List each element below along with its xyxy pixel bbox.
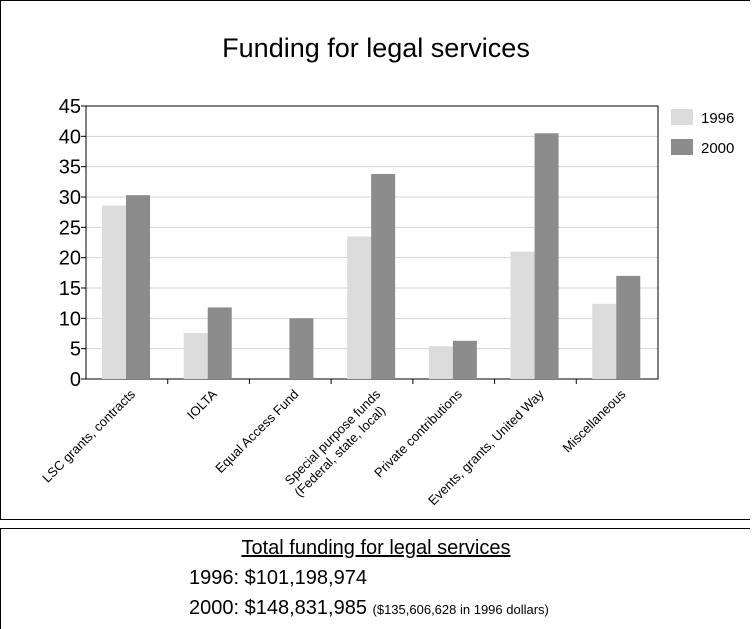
totals-2000: 2000: $148,831,985 ($135,606,628 in 1996… — [189, 597, 549, 620]
bar-2000 — [616, 275, 641, 379]
legend-swatch-2000 — [671, 139, 693, 155]
chart-panel: Funding for legal services 0 5 10 15 20 25 30 35… — [0, 0, 750, 520]
bar-2000 — [534, 133, 559, 379]
y-tick-label: 35 — [59, 157, 81, 179]
y-tick-label: 25 — [59, 217, 81, 239]
bar-1996 — [510, 251, 535, 379]
y-tick-label: 40 — [59, 126, 81, 148]
y-tick-label: 10 — [59, 308, 81, 330]
bar-1996 — [102, 205, 126, 379]
x-tick-label: Special purpose funds(Federal, state, lo… — [281, 386, 395, 500]
bar-1996 — [183, 332, 208, 379]
y-tick-label: 45 — [59, 96, 81, 118]
bar-2000 — [207, 307, 232, 379]
bar-2000 — [126, 195, 150, 379]
x-tick-label: Miscellaneous — [560, 386, 629, 455]
x-tick-label: Equal Access Fund — [212, 387, 301, 476]
x-tick-label: LSC grants, contracts — [39, 386, 138, 485]
bar-2000 — [452, 340, 477, 379]
totals-title: Total funding for legal services — [241, 537, 511, 559]
totals-1996-value: 1996: $101,198,974 — [189, 567, 367, 589]
bar-chart: Funding for legal services 0 5 10 15 20 25 30 35… — [39, 33, 734, 508]
totals-panel: Total funding for legal services 1996: $… — [0, 528, 750, 629]
totals-2000-value: 2000: $148,831,985 — [189, 597, 367, 619]
y-tick-label: 30 — [59, 187, 81, 209]
totals-2000-note: ($135,606,628 in 1996 dollars) — [372, 602, 549, 617]
x-tick-label: Private contributions — [371, 386, 465, 480]
bar-2000 — [371, 173, 396, 379]
legend-swatch-1996 — [671, 109, 693, 125]
y-tick-label: 0 — [70, 369, 81, 391]
y-tick-label: 5 — [70, 339, 81, 361]
x-tick-label: IOLTA — [184, 386, 220, 422]
bar-1996 — [592, 303, 617, 379]
bar-1996 — [428, 346, 453, 379]
legend-label-1996: 1996 — [701, 110, 734, 127]
y-tick-label: 15 — [59, 278, 81, 300]
legend-label-2000: 2000 — [701, 140, 734, 157]
bar-2000 — [289, 318, 314, 379]
y-tick-label: 20 — [59, 248, 81, 270]
bar-1996 — [347, 236, 372, 379]
chart-title: Funding for legal services — [222, 33, 530, 63]
totals-1996: 1996: $101,198,974 — [189, 567, 367, 590]
